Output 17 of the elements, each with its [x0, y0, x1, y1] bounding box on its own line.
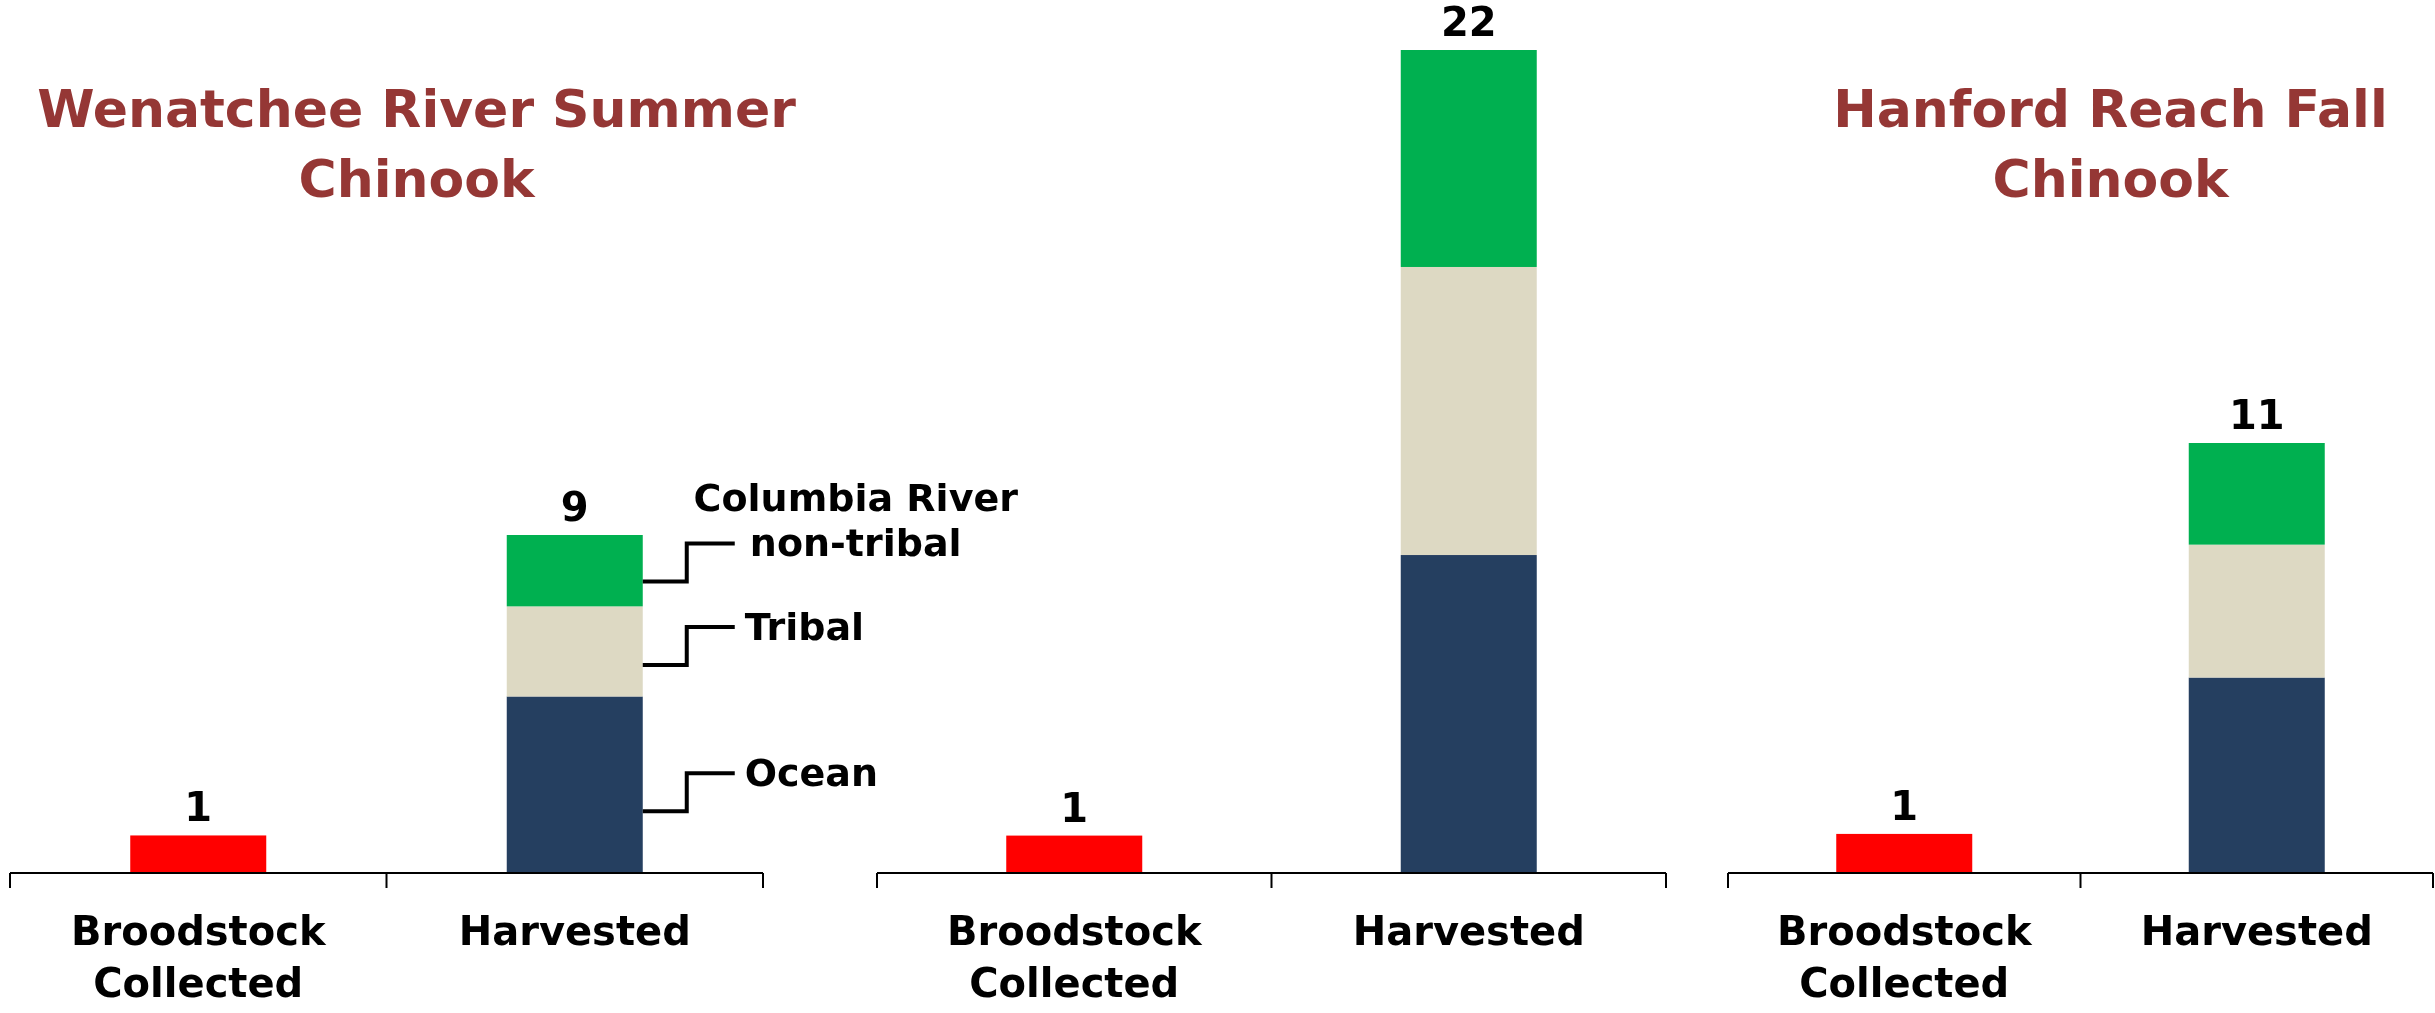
x-tick-label: Harvested	[1352, 908, 1585, 954]
chart-title: Wenatchee River Summer Chinook	[37, 79, 797, 209]
data-label: 1	[1890, 782, 1919, 829]
text: Ocean	[744, 751, 879, 796]
text: Tribal	[744, 604, 865, 649]
x-tick-label: Broodstock Collected	[946, 908, 1203, 1006]
total-label: 11	[2228, 392, 2285, 438]
total-label: 22	[1440, 0, 1497, 45]
series-label: Columbia River non-tribal	[693, 476, 1019, 566]
x-tick-label: Broodstock Collected	[1776, 908, 2033, 1006]
x-tick-label: Harvested	[2140, 908, 2373, 954]
data-label: 1	[184, 784, 213, 831]
x-tick-label: Harvested	[458, 908, 691, 954]
total-label: 9	[560, 484, 589, 530]
chart-title: Hanford Reach Fall Chinook	[1833, 79, 2388, 209]
data-label: 1	[1060, 784, 1089, 831]
x-tick-label: Broodstock Collected	[70, 908, 327, 1006]
